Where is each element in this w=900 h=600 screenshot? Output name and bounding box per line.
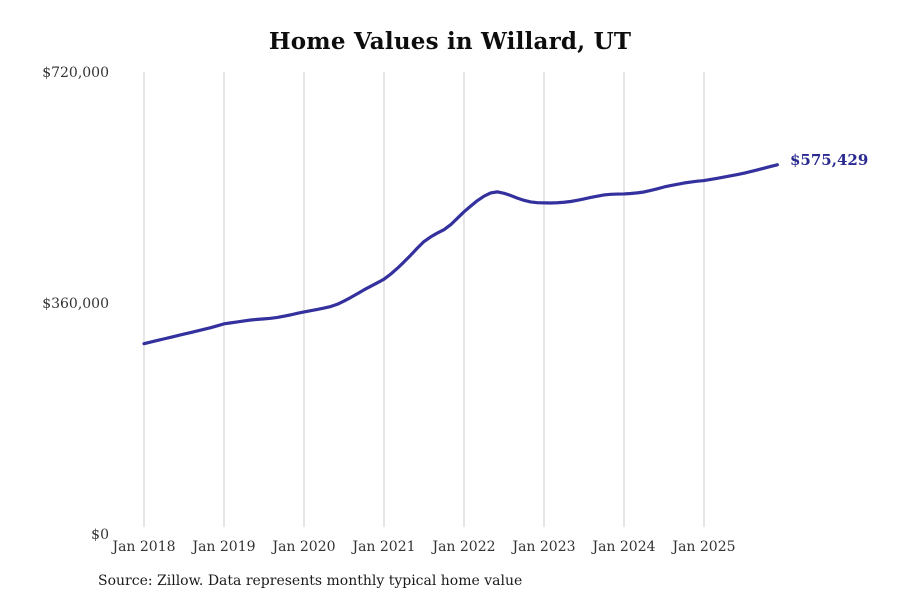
- home-value-line: [142, 163, 779, 346]
- x-tick-label: Jan 2021: [350, 539, 415, 555]
- x-tick-label: Jan 2024: [590, 539, 655, 555]
- chart-title: Home Values in Willard, UT: [268, 28, 632, 55]
- x-tick-label: Jan 2020: [270, 539, 335, 555]
- source-note: Source: Zillow. Data represents monthly …: [98, 573, 523, 589]
- x-tick-label: Jan 2022: [430, 539, 495, 555]
- x-tick-label: Jan 2019: [190, 539, 255, 555]
- y-tick-label: $0: [91, 527, 109, 543]
- latest-value-label: $575,429: [790, 151, 869, 169]
- x-tick-label: Jan 2023: [510, 539, 575, 555]
- y-tick-label: $360,000: [42, 296, 109, 312]
- x-tick-label: Jan 2018: [110, 539, 175, 555]
- x-tick-label: Jan 2025: [670, 539, 735, 555]
- y-tick-label: $720,000: [42, 65, 109, 81]
